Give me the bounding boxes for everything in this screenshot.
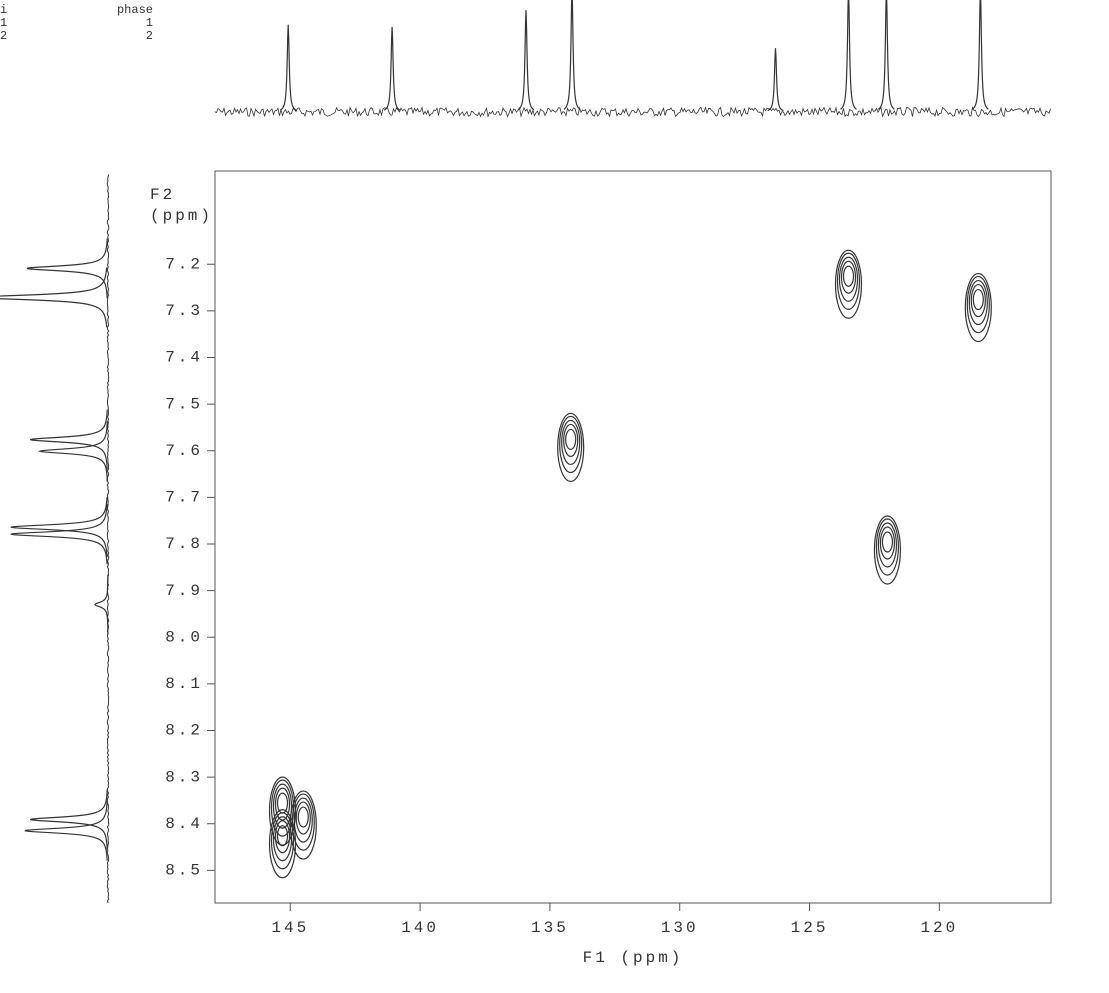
- y-tick-label: 7.4: [165, 349, 203, 367]
- y-tick-label: 7.9: [165, 582, 203, 600]
- contour: [873, 515, 902, 585]
- y-tick-label: 7.2: [165, 255, 203, 273]
- f2-peak: [0, 267, 108, 328]
- contour: [840, 260, 857, 294]
- y-tick-label: 8.1: [165, 675, 203, 693]
- f2-peak: [24, 800, 108, 861]
- f1-peak: [517, 10, 535, 111]
- x-tick-label: 125: [791, 919, 829, 937]
- parameter-label: phase: [117, 3, 153, 17]
- cross-peak: [557, 412, 585, 483]
- f1-peak: [878, 0, 895, 110]
- y-tick-label: 7.5: [165, 395, 203, 413]
- contour: [274, 820, 291, 854]
- contour: [836, 252, 861, 310]
- f2-peak: [94, 574, 109, 635]
- contour: [563, 423, 579, 458]
- parameter-value: 1: [146, 16, 153, 30]
- y-tick-label: 8.5: [165, 862, 203, 880]
- y-tick-label: 8.3: [165, 768, 203, 786]
- parameter-value: 2: [0, 29, 7, 43]
- contour: [881, 531, 894, 553]
- x-axis-label: F1 (ppm): [583, 949, 684, 967]
- f2-peak: [10, 497, 108, 558]
- contour: [559, 415, 583, 474]
- y-axis-label: (ppm): [150, 207, 213, 225]
- contour: [968, 279, 988, 326]
- baseline: [106, 174, 110, 904]
- contour: [297, 806, 309, 828]
- contour: [270, 812, 295, 870]
- y-tick-label: 7.8: [165, 535, 203, 553]
- contour: [291, 793, 315, 851]
- plot-frame: [214, 170, 1052, 904]
- y-tick-label: 8.2: [165, 722, 203, 740]
- f2-projection: [0, 174, 110, 904]
- y-tick-label: 7.7: [165, 489, 203, 507]
- f1-peak: [767, 48, 784, 112]
- contour: [293, 797, 313, 843]
- cross-peak: [289, 790, 317, 860]
- contour: [557, 412, 585, 483]
- contour: [268, 809, 297, 879]
- y-tick-label: 8.4: [165, 815, 203, 833]
- contour: [966, 275, 990, 334]
- contour: [274, 787, 291, 821]
- contour: [972, 288, 984, 311]
- x-tick-label: 135: [531, 919, 569, 937]
- baseline-noise: [214, 106, 1051, 118]
- contour: [877, 522, 898, 568]
- contour: [272, 816, 293, 862]
- x-tick-label: 140: [401, 919, 439, 937]
- contour: [565, 428, 577, 451]
- f1-peak: [972, 0, 989, 110]
- y-axis-label: F2: [150, 186, 175, 204]
- contour: [964, 272, 992, 343]
- f1-projection: [214, 0, 1051, 118]
- f2-peak: [37, 421, 108, 482]
- contour: [875, 518, 900, 576]
- contour: [272, 783, 293, 829]
- y-tick-label: 7.3: [165, 302, 203, 320]
- f1-peak: [563, 0, 581, 110]
- y-tick-label: 8.0: [165, 628, 203, 646]
- contour: [838, 256, 859, 302]
- x-tick-label: 120: [920, 919, 958, 937]
- cross-peak: [873, 515, 902, 585]
- contour: [970, 283, 986, 318]
- parameter-value: 2: [146, 29, 153, 43]
- contour: [561, 419, 581, 466]
- cross-peak: [834, 249, 863, 319]
- f1-peak: [279, 24, 297, 111]
- f2-peak: [30, 789, 108, 850]
- x-tick-label: 130: [661, 919, 699, 937]
- contour: [842, 265, 855, 287]
- cross-peak: [964, 272, 992, 343]
- cross-peak: [268, 809, 297, 879]
- f2-peak: [26, 238, 108, 299]
- x-tick-label: 145: [271, 919, 309, 937]
- f2-peak: [10, 504, 108, 565]
- parameter-value: 1: [0, 16, 7, 30]
- contour: [879, 526, 896, 560]
- f2-peak: [30, 409, 108, 470]
- y-tick-label: 7.6: [165, 442, 203, 460]
- contour: [834, 249, 863, 319]
- contour: [289, 790, 317, 860]
- f1-peak: [383, 26, 401, 111]
- contour: [276, 825, 289, 847]
- contour: [295, 801, 311, 835]
- parameter-label: i: [0, 3, 7, 17]
- f1-peak: [840, 0, 857, 110]
